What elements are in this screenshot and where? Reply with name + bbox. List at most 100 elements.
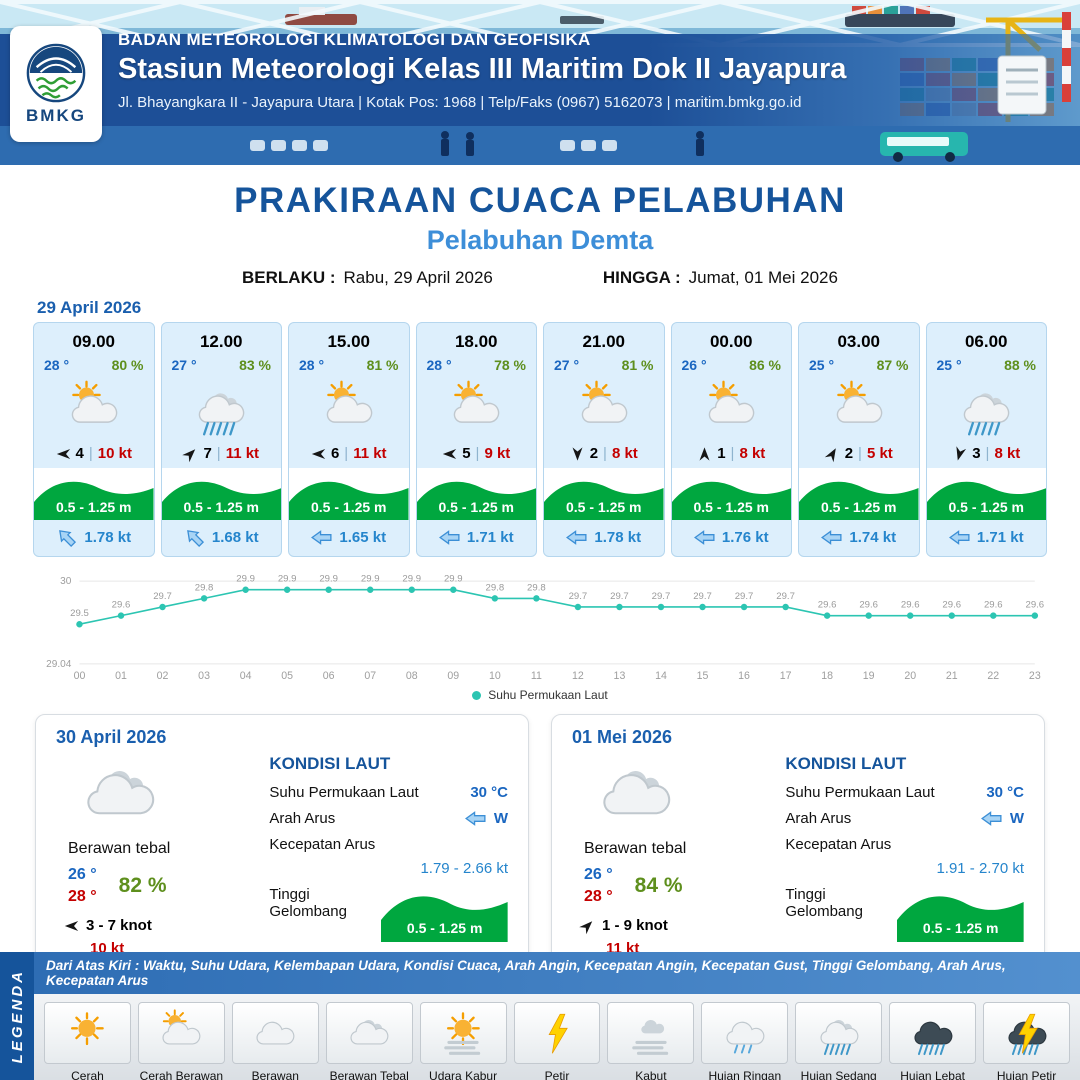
svg-text:29.5: 29.5 <box>70 608 89 619</box>
separator: | <box>985 445 990 462</box>
wind-speed: 7 <box>203 445 212 462</box>
humidity: 81 % <box>366 357 399 373</box>
validity-from: BERLAKU : Rabu, 29 April 2026 <box>242 268 493 288</box>
legend-label: Udara Kabur <box>429 1069 498 1080</box>
legend-items-row: Cerah Cerah Berawan Berawan Berawan Teba… <box>34 994 1080 1080</box>
svg-text:29.7: 29.7 <box>569 591 588 602</box>
svg-text:20: 20 <box>904 670 916 682</box>
sea-surface-temp-value: 30 °C <box>986 784 1024 802</box>
svg-text:18: 18 <box>821 670 833 682</box>
air-temp: 28 ° <box>426 357 452 373</box>
hour-label: 03.00 <box>837 332 881 351</box>
legend-label: Cerah Berawan <box>139 1069 224 1080</box>
hourly-card: 03.00 25 ° 87 % 2 | 5 kt 0.5 - 1.25 m 1.74 … <box>798 322 920 557</box>
svg-text:01: 01 <box>115 670 127 682</box>
humidity: 83 % <box>239 357 271 373</box>
legend-item: Kabut <box>607 1002 695 1080</box>
current-direction-value: W <box>493 810 508 828</box>
gust-speed: 5 kt <box>866 445 893 462</box>
weather-icon <box>64 380 124 439</box>
daily-forecast-row: 30 April 2026 Berawan tebal 26 ° 28 ° 82… <box>35 714 1045 971</box>
wind-speed: 1 <box>717 445 726 462</box>
wind-direction-icon <box>56 448 70 459</box>
sea-surface-temp-chart: 30 29.04 29.5 00 29.6 01 29.7 02 29.8 03 29.9 04 29.… <box>46 574 1045 682</box>
wind-direction-icon <box>579 917 596 934</box>
hour-label: 12.00 <box>199 332 243 351</box>
svg-text:29.7: 29.7 <box>610 591 629 602</box>
separator: | <box>475 445 480 462</box>
current-speed: 1.76 kt <box>721 529 769 546</box>
sea-condition-title: KONDISI LAUT <box>785 754 907 774</box>
air-temp: 26 ° <box>681 357 707 373</box>
weather-condition: Berawan tebal <box>68 840 171 858</box>
svg-text:29.6: 29.6 <box>984 600 1003 611</box>
current-speed: 1.78 kt <box>84 529 132 546</box>
sea-surface-temp-label: Suhu Permukaan Laut <box>269 784 419 802</box>
legend-label: Hujan Petir <box>996 1069 1057 1080</box>
hour-label: 00.00 <box>709 332 753 351</box>
svg-text:29.8: 29.8 <box>527 582 546 593</box>
wave-height: 0.5 - 1.25 m <box>56 499 132 515</box>
chart-legend-dot <box>472 690 482 700</box>
svg-text:29.6: 29.6 <box>1026 600 1045 611</box>
validity-row: BERLAKU : Rabu, 29 April 2026 HINGGA : Jum… <box>0 268 1080 288</box>
wind-direction-icon <box>64 920 79 931</box>
svg-text:23: 23 <box>1029 670 1041 682</box>
legend-label: Hujan Lebat <box>900 1069 965 1080</box>
svg-text:11: 11 <box>531 670 542 682</box>
wave-height: 0.5 - 1.25 m <box>438 499 515 515</box>
legend-item: Berawan Tebal <box>325 1002 413 1080</box>
wave-height-value: 0.5 - 1.25 m <box>922 920 999 937</box>
daily-card: 01 Mei 2026 Berawan tebal 26 ° 28 ° 84 %… <box>551 714 1045 971</box>
legend-title-strip: LEGENDA <box>0 952 34 1080</box>
svg-text:29.6: 29.6 <box>112 600 131 611</box>
wind-speed: 2 <box>589 445 599 462</box>
humidity: 86 % <box>749 357 781 373</box>
current-speed: 1.71 kt <box>976 529 1024 546</box>
legend-label: Kabut <box>635 1069 667 1080</box>
hour-label: 06.00 <box>964 332 1008 351</box>
wind-direction-icon <box>311 448 326 459</box>
legend-label: Hujan Ringan <box>708 1069 782 1080</box>
legend-item: Cerah <box>44 1002 131 1080</box>
svg-text:29.9: 29.9 <box>402 574 421 585</box>
hourly-card: 21.00 27 ° 81 % 2 | 8 kt 0.5 - 1.25 m 1.78 … <box>543 322 665 557</box>
chart-legend: Suhu Permukaan Laut <box>33 688 1047 702</box>
svg-text:09: 09 <box>447 670 459 682</box>
gust-speed: 11 kt <box>353 445 387 462</box>
current-speed: 1.74 kt <box>849 529 897 546</box>
current-speed-label: Kecepatan Arus <box>269 836 376 854</box>
temp-min: 26 ° <box>584 866 613 884</box>
hujan-ringan-icon <box>720 1008 770 1054</box>
station-name: Stasiun Meteorologi Kelas III Maritim Do… <box>118 53 847 85</box>
hourly-card: 15.00 28 ° 81 % 6 | 11 kt 0.5 - 1.25 m 1.65… <box>288 322 410 557</box>
hujan-lebat-icon <box>908 1008 958 1056</box>
svg-text:16: 16 <box>738 670 750 682</box>
svg-text:29.04: 29.04 <box>46 659 72 670</box>
svg-text:10: 10 <box>489 670 501 682</box>
berawan-icon <box>250 1008 300 1058</box>
udara-kabur-icon <box>444 1012 481 1055</box>
current-direction-icon <box>465 811 486 826</box>
weather-icon <box>446 380 506 439</box>
hujan-sedang-icon <box>814 1008 864 1056</box>
daily-date: 01 Mei 2026 <box>572 727 673 748</box>
wave-height: 0.5 - 1.25 m <box>693 499 770 515</box>
legend-label: Berawan Tebal <box>329 1069 409 1080</box>
current-speed-value: 1.91 - 2.70 kt <box>936 860 1024 878</box>
svg-text:29.7: 29.7 <box>693 591 712 602</box>
berlaku-label: BERLAKU : <box>242 268 336 287</box>
separator: | <box>216 445 221 462</box>
legend-item: Hujan Ringan <box>701 1002 789 1080</box>
svg-text:29.6: 29.6 <box>818 600 837 611</box>
wind-direction-icon <box>953 445 967 462</box>
svg-text:19: 19 <box>863 670 875 682</box>
svg-text:02: 02 <box>157 670 169 682</box>
humidity: 88 % <box>1004 357 1036 373</box>
berlaku-value: Rabu, 29 April 2026 <box>343 268 493 287</box>
svg-text:21: 21 <box>946 670 958 682</box>
wave-height: 0.5 - 1.25 m <box>183 499 260 515</box>
svg-text:07: 07 <box>364 670 376 682</box>
legend-item: Hujan Petir <box>983 1002 1070 1080</box>
